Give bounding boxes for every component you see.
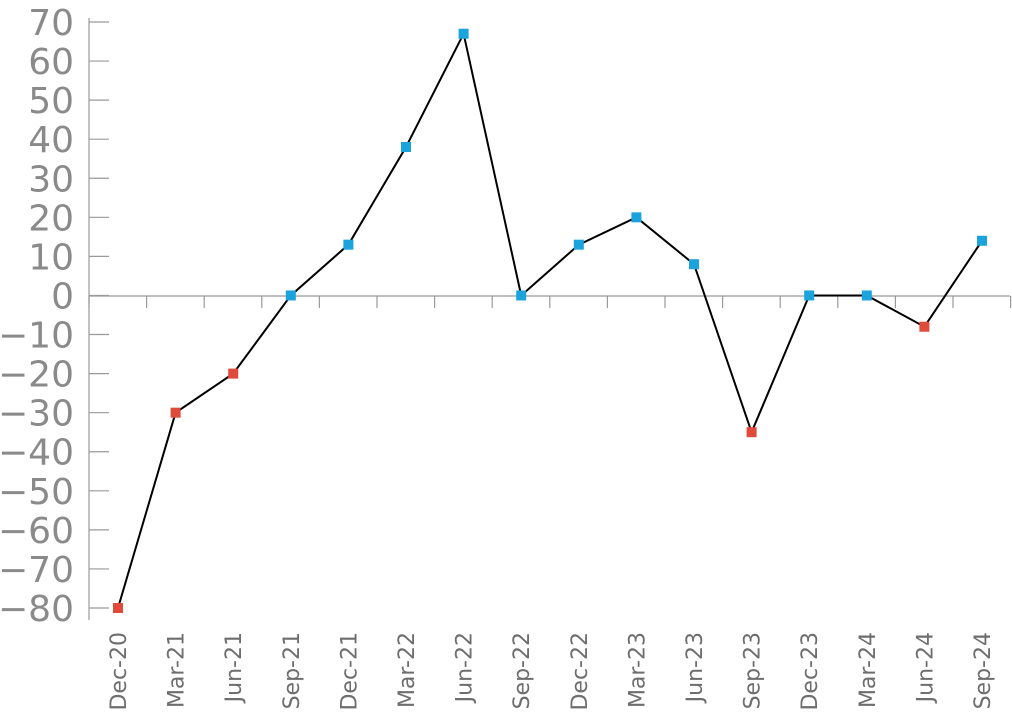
y-tick-label: 0 [51, 276, 74, 317]
y-tick-label: −30 [0, 394, 74, 435]
series-group [113, 28, 987, 613]
x-tick-label: Dec-23 [798, 632, 823, 711]
x-tick-label: Sep-23 [741, 632, 766, 709]
series-line [117, 30, 983, 609]
x-tick-label: Jun-24 [913, 632, 938, 704]
data-point-marker [573, 239, 584, 250]
y-tick-label: 50 [28, 81, 74, 122]
data-point-marker [170, 407, 181, 418]
x-tick-label: Dec-21 [337, 632, 362, 711]
data-point-marker [228, 368, 239, 379]
x-tick-label: Mar-24 [856, 632, 881, 708]
y-tick-label: −10 [0, 316, 74, 357]
x-tick-label: Jun-23 [683, 632, 708, 704]
y-tick-label: −50 [0, 472, 74, 513]
x-tick-label: Mar-23 [625, 632, 650, 708]
data-point-marker [689, 259, 699, 270]
data-point-marker [631, 212, 642, 223]
y-tick-label: 40 [28, 120, 74, 161]
x-tick-label: Sep-22 [510, 632, 535, 709]
y-tick-label: 70 [28, 3, 74, 44]
x-tick-label: Jun-22 [453, 632, 478, 704]
x-tick-label: Dec-20 [107, 632, 132, 711]
y-tick-label: −70 [0, 550, 74, 591]
data-point-marker [861, 290, 872, 301]
x-tick-label: Dec-22 [568, 632, 593, 711]
y-tick-label: −80 [0, 589, 74, 630]
x-axis: Dec-20 Mar-21 Jun-21 Sep-21 Dec-21 Mar-22 Jun-… [88, 295, 1012, 711]
y-tick-label: −40 [0, 433, 74, 474]
data-point-marker [977, 235, 987, 246]
y-tick-label: 60 [28, 42, 74, 83]
x-tick-label: Mar-21 [165, 632, 190, 708]
y-tick-label: −60 [0, 511, 74, 552]
data-point-marker [746, 427, 757, 438]
data-point-marker [804, 290, 815, 301]
x-tick-label: Mar-22 [395, 632, 420, 708]
data-point-marker [343, 239, 354, 250]
y-tick-label: 30 [28, 159, 74, 200]
data-point-marker [401, 142, 411, 153]
x-tick-label: Sep-21 [280, 632, 305, 709]
y-tick-label: −20 [0, 355, 74, 396]
x-tick-label: Sep-24 [971, 632, 996, 709]
x-tick-label: Jun-21 [222, 632, 247, 704]
data-point-marker [919, 321, 930, 332]
y-tick-label: 10 [28, 237, 74, 278]
data-point-marker [113, 603, 123, 613]
data-point-marker [516, 290, 527, 301]
data-point-marker [458, 28, 469, 39]
data-point-marker [285, 290, 296, 301]
y-tick-label: 20 [28, 198, 74, 239]
